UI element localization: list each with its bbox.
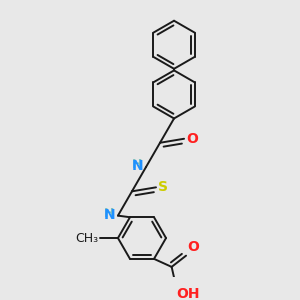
- Text: S: S: [158, 180, 168, 194]
- Text: O: O: [187, 132, 198, 146]
- Text: H: H: [132, 158, 142, 171]
- Text: O: O: [188, 240, 200, 254]
- Text: N: N: [132, 159, 144, 173]
- Text: N: N: [104, 208, 116, 222]
- Text: H: H: [103, 207, 114, 220]
- Text: CH₃: CH₃: [76, 232, 99, 244]
- Text: OH: OH: [176, 287, 200, 300]
